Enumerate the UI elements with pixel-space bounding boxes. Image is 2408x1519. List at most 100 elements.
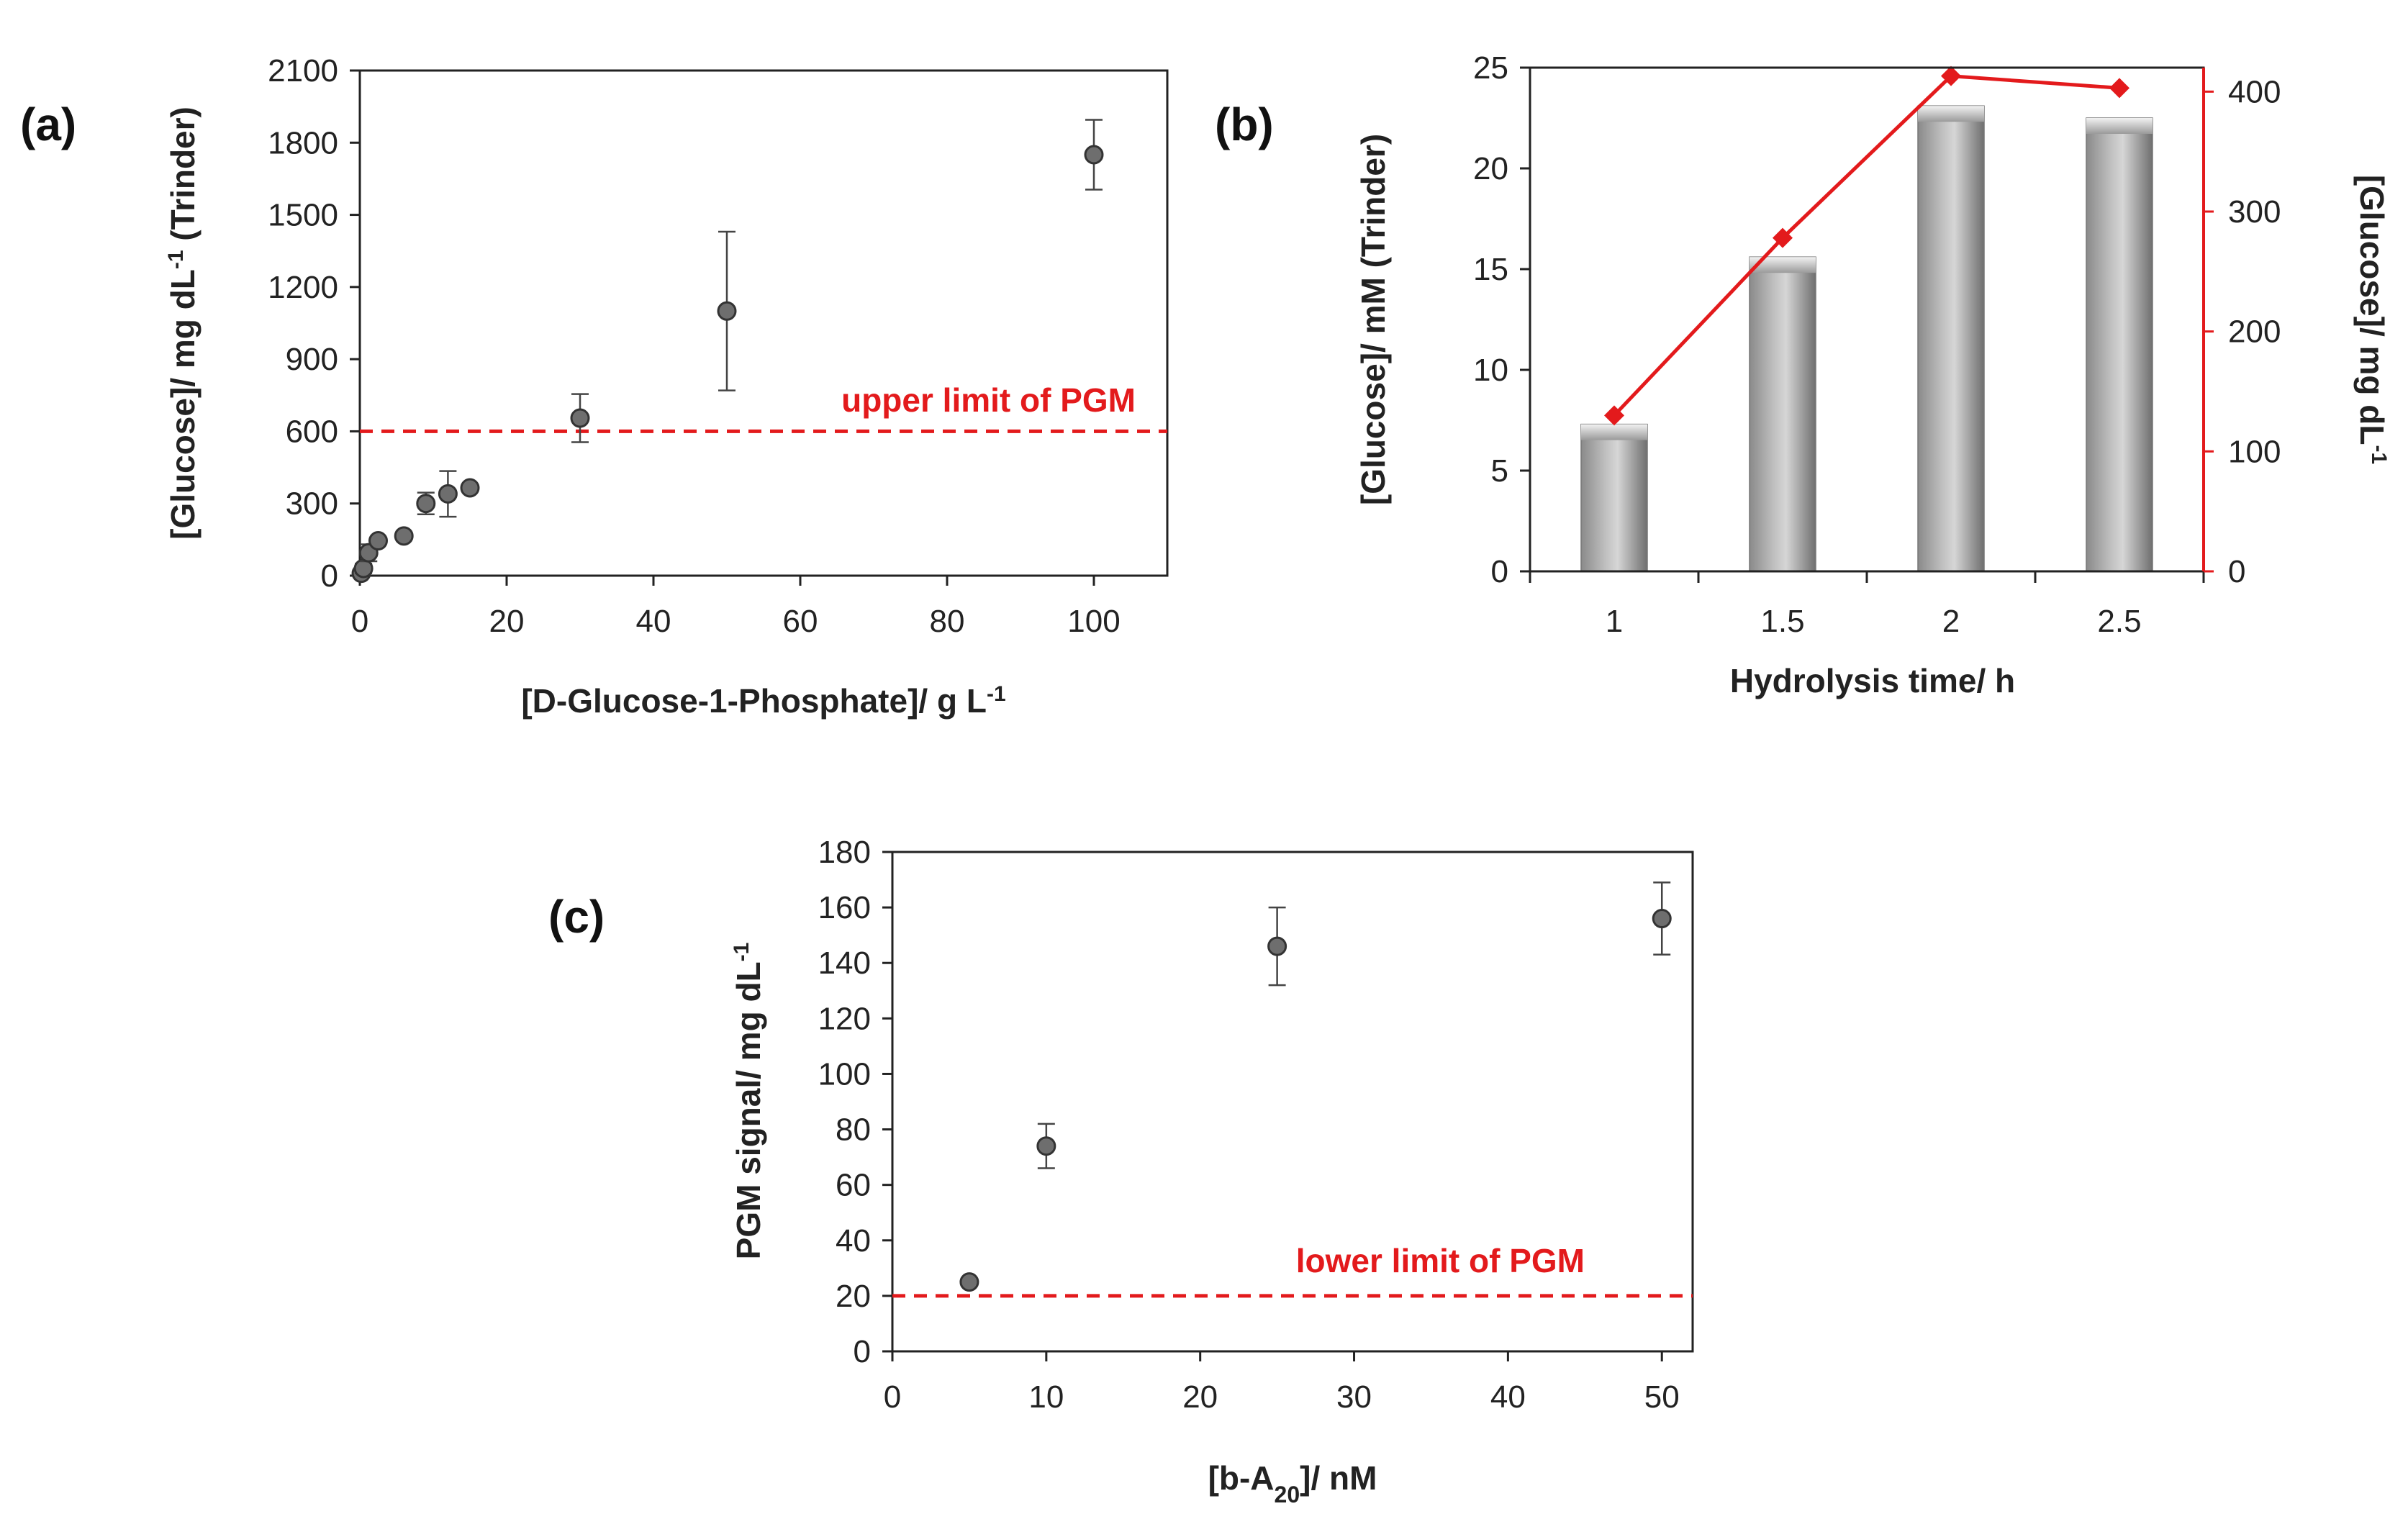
panel-c-x-tick-label: 20 — [1182, 1379, 1218, 1415]
panel-b-right-y-tick-label: 200 — [2228, 314, 2281, 350]
panel-b-x-tick-label: 1 — [1606, 604, 1623, 639]
panel-a-label: (a) — [20, 99, 76, 150]
panel-b-y-tick-label: 5 — [1491, 453, 1508, 489]
panel-b-x-tick-label: 1.5 — [1760, 604, 1804, 639]
panel-c-x-tick-label: 50 — [1644, 1379, 1680, 1415]
panel-c-data-points — [959, 881, 1672, 1292]
panel-c-x-tick-label: 30 — [1336, 1379, 1372, 1415]
panel-c-plot-frame — [891, 851, 1694, 1353]
panel-b-right-y-tick-label: 0 — [2228, 554, 2245, 589]
panel-a-x-ticks: 0 20 40 60 80 100 — [351, 576, 1121, 639]
panel-b-y-tick-label: 0 — [1491, 554, 1508, 589]
panel-c-reference-label: lower limit of PGM — [1296, 1242, 1585, 1279]
panel-a-x-axis-label: [D-Glucose-1-Phosphate]/ g L-1 — [521, 682, 1005, 720]
panel-b-x-ticks: 1 1.5 2 2.5 — [1529, 571, 2205, 639]
panel-a-data-point — [570, 408, 590, 428]
panel-a-reference-label: upper limit of PGM — [841, 381, 1136, 419]
panel-b-x-axis-label: Hydrolysis time/ h — [1730, 662, 2015, 699]
panel-c-x-ticks: 0 10 20 30 40 50 — [884, 1351, 1680, 1415]
panel-b-line-marker — [1941, 65, 1961, 86]
panel-c-x-tick-label: 40 — [1490, 1379, 1526, 1415]
panel-c-y-tick-label: 0 — [854, 1334, 871, 1369]
panel-b-x-tick-label: 2 — [1942, 604, 1960, 639]
panel-c-data-point — [1267, 936, 1287, 956]
panel-a-y-tick-label: 1800 — [268, 125, 338, 160]
panel-a-y-ticks: 0 300 600 900 1200 1500 1800 2100 — [268, 53, 360, 594]
panel-a-x-tick-label: 40 — [636, 604, 671, 639]
panel-b-bar-line-chart: (b) 1 1.5 2 2.5 0 5 10 15 20 25 0 100 200 300 400 Hy… — [1215, 50, 2391, 699]
panel-b-y-ticks: 0 5 10 15 20 25 — [1473, 50, 1530, 589]
panel-c-y-tick-label: 140 — [818, 946, 871, 981]
panel-b-y-axis-label: [Glucose]/ mM (Trinder) — [1354, 134, 1392, 505]
panel-a-y-tick-label: 0 — [321, 558, 338, 594]
panel-a-x-tick-label: 60 — [783, 604, 818, 639]
panel-a-data-point — [394, 526, 414, 546]
panel-a-data-point — [460, 478, 480, 498]
panel-b-bar — [1917, 105, 1985, 572]
panel-b-right-y-tick-label: 400 — [2228, 74, 2281, 109]
panel-a-y-tick-label: 1500 — [268, 198, 338, 233]
panel-b-line — [1613, 74, 2120, 417]
panel-b-right-y-tick-label: 300 — [2228, 194, 2281, 230]
panel-c-y-tick-label: 20 — [836, 1279, 871, 1314]
panel-b-bar — [1749, 256, 1816, 572]
panel-b-bar-cap — [1750, 257, 1816, 273]
panel-b-y-tick-label: 20 — [1473, 151, 1508, 186]
panel-a-x-tick-label: 100 — [1067, 604, 1120, 639]
panel-c-data-point — [1036, 1136, 1056, 1156]
panel-a-data-point — [416, 494, 436, 514]
panel-a-data-points — [351, 119, 1104, 584]
panel-b-bar-cap — [1581, 424, 1647, 440]
panel-c-y-tick-label: 100 — [818, 1056, 871, 1092]
panel-c-y-tick-label: 120 — [818, 1001, 871, 1036]
panel-b-right-y-ticks: 0 100 200 300 400 — [2204, 74, 2281, 589]
panel-a-data-point — [1084, 145, 1104, 165]
panel-c-x-tick-label: 10 — [1028, 1379, 1064, 1415]
panel-c-y-axis-label: PGM signal/ mg dL-1 — [730, 943, 768, 1260]
panel-b-y-tick-label: 10 — [1473, 353, 1508, 388]
panel-b-label: (b) — [1215, 99, 1274, 150]
panel-b-y-tick-label: 15 — [1473, 252, 1508, 287]
panel-b-line-marker — [1773, 227, 1793, 248]
panel-b-bars — [1580, 105, 2153, 572]
panel-c-data-point — [1652, 909, 1672, 929]
panel-b-bar — [2086, 117, 2153, 572]
panel-b-right-y-axis-label: [Glucose]/ mg dL-1 — [2353, 175, 2391, 464]
panel-b-bar-cap — [2086, 118, 2153, 134]
panel-a-y-tick-label: 2100 — [268, 53, 338, 89]
panel-b-bar-cap — [1918, 106, 1984, 122]
panel-a-y-tick-label: 900 — [286, 342, 338, 377]
panel-c-label: (c) — [548, 891, 605, 943]
panel-a-data-point — [368, 531, 388, 551]
panel-a-data-point — [717, 301, 737, 321]
panel-b-bar-body — [1917, 105, 1985, 572]
panel-a-y-tick-label: 300 — [286, 486, 338, 522]
panel-c-y-tick-label: 40 — [836, 1223, 871, 1259]
panel-c-scatter-chart: (c) 0 10 20 30 40 50 0 20 40 60 80 100 120 140 160 180… — [548, 835, 1694, 1507]
panel-c-data-point — [959, 1272, 979, 1292]
panel-c-y-tick-label: 180 — [818, 835, 871, 870]
panel-c-x-axis-label: [b-A20]/ nM — [1208, 1459, 1377, 1507]
panel-b-bar-body — [1749, 256, 1816, 572]
panel-b-bar-body — [2086, 117, 2153, 572]
panel-b-line-marker — [1604, 405, 1624, 426]
panel-a-x-tick-label: 0 — [351, 604, 368, 639]
panel-c-y-tick-label: 60 — [836, 1168, 871, 1203]
panel-c-y-tick-label: 80 — [836, 1112, 871, 1148]
panel-a-x-tick-label: 20 — [489, 604, 525, 639]
panel-b-x-tick-label: 2.5 — [2097, 604, 2141, 639]
panel-b-bar — [1580, 423, 1648, 572]
panel-b-right-y-tick-label: 100 — [2228, 434, 2281, 469]
panel-a-y-tick-label: 1200 — [268, 270, 338, 305]
panel-b-bar-body — [1580, 423, 1648, 572]
panel-c-x-tick-label: 0 — [884, 1379, 901, 1415]
panel-c-y-ticks: 0 20 40 60 80 100 120 140 160 180 — [818, 835, 892, 1369]
panel-a-plot-frame — [358, 69, 1169, 577]
panel-a-data-point — [438, 484, 458, 504]
panel-c-y-tick-label: 160 — [818, 890, 871, 925]
panel-a-x-tick-label: 80 — [930, 604, 965, 639]
panel-a-scatter-chart: (a) 0 20 40 60 80 100 0 300 600 900 1200 1500 1800 2… — [20, 53, 1169, 720]
panel-b-line-series — [1604, 65, 2129, 426]
panel-b-y-tick-label: 25 — [1473, 50, 1508, 86]
